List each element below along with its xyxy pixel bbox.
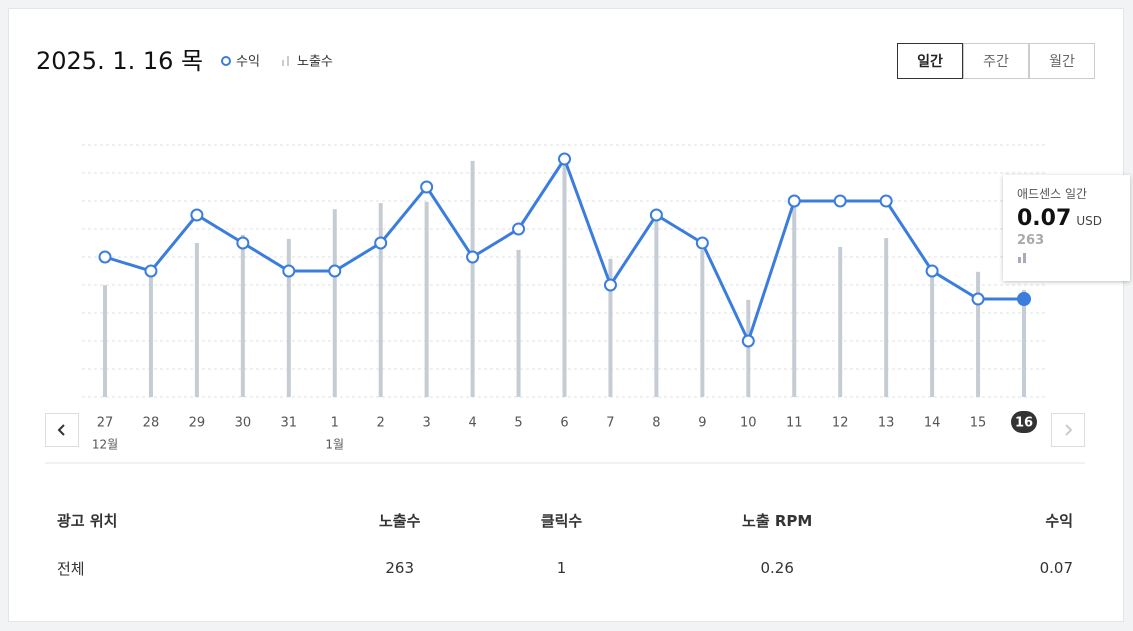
bar [516, 249, 521, 397]
th: 노출수 [378, 511, 421, 530]
bar [884, 238, 889, 397]
x-tick-label: 9 [698, 416, 706, 431]
bar [1022, 290, 1026, 397]
tooltip-impressions: 263 [1017, 233, 1045, 248]
x-tick-label: 7 [606, 416, 614, 431]
next-button[interactable] [1051, 413, 1085, 447]
point [971, 292, 985, 306]
x-tick-label: 10 [740, 416, 757, 431]
x-tick-label: 15 [970, 416, 987, 431]
bar [240, 234, 245, 397]
point [787, 194, 801, 208]
tooltip-unit: USD [1076, 214, 1103, 228]
legend-label: 노출수 [297, 55, 333, 70]
x-tick-label: 27 [97, 416, 114, 431]
x-tick-label: 11 [786, 416, 803, 431]
point [374, 236, 388, 250]
legend-label: 수익 [236, 55, 260, 70]
tab[interactable]: 주간 [963, 43, 1029, 79]
bar [792, 205, 797, 397]
bar [148, 271, 153, 397]
x-tick-label: 12 [832, 416, 849, 431]
point [282, 264, 296, 278]
x-tick-label: 3 [423, 416, 431, 431]
point [741, 334, 755, 348]
point [1017, 292, 1031, 306]
bar [286, 238, 291, 397]
point [879, 194, 893, 208]
bar [194, 242, 199, 397]
point [833, 194, 847, 208]
point [512, 222, 526, 236]
x-tick-label: 31 [281, 416, 298, 431]
prev-button[interactable] [45, 413, 79, 447]
x-tick-label: 30 [235, 416, 252, 431]
td: 0.07 [1039, 559, 1073, 577]
selected-day [1011, 411, 1037, 433]
x-tick-label: 2 [377, 416, 385, 431]
tab[interactable]: 월간 [1029, 43, 1095, 79]
bar [424, 201, 429, 397]
x-tick-label: 13 [878, 416, 895, 431]
td: 전체 [57, 559, 85, 578]
tab[interactable]: 일간 [897, 43, 963, 79]
x-tick-label: 4 [468, 416, 476, 431]
point [98, 250, 112, 264]
tooltip-title: 애드센스 일간 [1017, 187, 1088, 201]
bar [746, 299, 751, 397]
month-label: 12월 [92, 438, 118, 452]
point [144, 264, 158, 278]
point [695, 236, 709, 250]
point [420, 180, 434, 194]
bar [103, 285, 107, 397]
x-tick-label: 14 [924, 416, 941, 431]
point [466, 250, 480, 264]
td: 0.26 [760, 559, 794, 577]
td: 263 [385, 559, 415, 577]
tooltip: 애드센스 일간 0.07 USD 263 [1003, 175, 1130, 281]
point [603, 278, 617, 292]
x-tick-label: 5 [514, 416, 522, 431]
point [328, 264, 342, 278]
point [649, 208, 663, 222]
bar [562, 164, 567, 397]
tooltip-value: 0.07 [1017, 206, 1072, 231]
th: 수익 [1045, 511, 1073, 530]
point [236, 236, 250, 250]
x-tick-label: 28 [143, 416, 160, 431]
tooltip-icon [1018, 253, 1026, 263]
bar [332, 209, 337, 397]
bar [700, 249, 705, 397]
x-tick-label: 1 [331, 416, 339, 431]
legend-icon [282, 60, 284, 66]
th: 광고 위치 [57, 511, 118, 530]
point [925, 264, 939, 278]
month-label: 1월 [325, 438, 344, 452]
x-tick-label: 16 [1015, 416, 1033, 431]
bar [470, 160, 475, 397]
bar [378, 203, 383, 397]
bar [930, 270, 935, 397]
th: 클릭수 [540, 511, 583, 530]
x-tick-label: 29 [189, 416, 206, 431]
legend-icon [287, 56, 289, 66]
th: 노출 RPM [742, 511, 813, 530]
bar [608, 258, 613, 397]
legend-icon [221, 56, 231, 66]
bar [838, 247, 843, 397]
point [190, 208, 204, 222]
x-tick-label: 6 [560, 416, 568, 431]
point [558, 152, 571, 166]
bar [654, 214, 659, 397]
title: 2025. 1. 16 목 [36, 47, 203, 75]
td: 1 [556, 559, 567, 577]
table: 광고 위치 노출수 클릭수 노출 RPM 수익 전체 263 1 0.26 0.07 [45, 496, 1085, 592]
x-tick-label: 8 [652, 416, 660, 431]
bar [976, 271, 981, 397]
